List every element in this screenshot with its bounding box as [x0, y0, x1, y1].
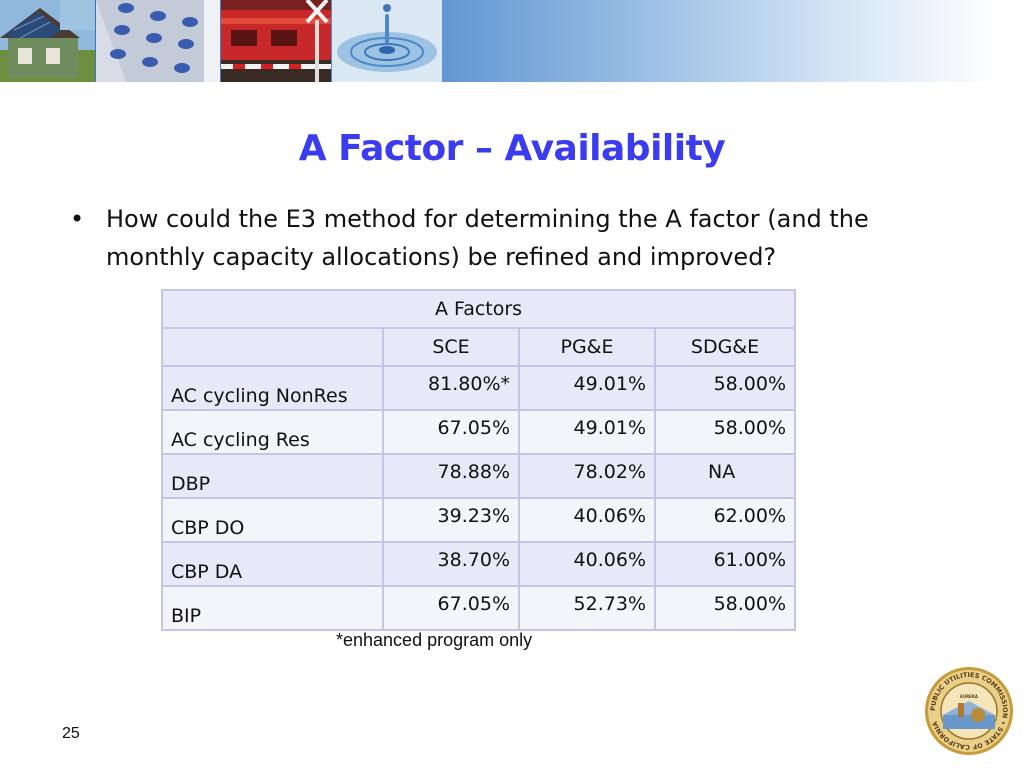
cell-value: 67.05% [382, 409, 520, 455]
bullet-text: How could the E3 method for determining … [106, 205, 869, 271]
cell-value: 49.01% [518, 365, 656, 411]
train-crossing-photo [221, 0, 331, 82]
table-row: CBP DA 38.70% 40.06% 61.00% [161, 541, 797, 587]
table-caption-row: A Factors [160, 289, 797, 329]
page-number: 25 [62, 725, 80, 742]
slide-title: A Factor – Availability [298, 128, 726, 169]
cell-value: 40.06% [518, 541, 656, 587]
cell-value: 38.70% [382, 541, 520, 587]
row-label: AC cycling NonRes [161, 365, 384, 411]
column-header-pge: PG&E [518, 327, 656, 367]
cell-value: 78.88% [382, 453, 520, 499]
table-header-row: SCE PG&E SDG&E [161, 327, 797, 367]
cell-value: 58.00% [653, 409, 797, 455]
column-header-sce: SCE [382, 327, 520, 367]
table-row: AC cycling Res 67.05% 49.01% 58.00% [161, 409, 797, 455]
cell-value: 62.00% [653, 497, 797, 543]
cell-value: 40.06% [518, 497, 656, 543]
cell-value: 81.80%* [382, 365, 520, 411]
a-factors-table: A Factors SCE PG&E SDG&E AC cycling NonR… [160, 289, 797, 631]
column-header [161, 327, 384, 367]
water-drop-photo [332, 0, 442, 82]
row-label: CBP DO [161, 497, 384, 543]
cpuc-seal-icon: PUBLIC UTILITIES COMMISSION • STATE OF C… [924, 665, 1014, 757]
table-row: DBP 78.88% 78.02% NA [161, 453, 797, 499]
bullet-dot-icon: • [70, 205, 85, 233]
row-label: DBP [161, 453, 384, 499]
row-label: AC cycling Res [161, 409, 384, 455]
phone-keypad-photo [96, 0, 220, 82]
row-label: CBP DA [161, 541, 384, 587]
cell-value: 52.73% [518, 585, 656, 631]
table-row: CBP DO 39.23% 40.06% 62.00% [161, 497, 797, 543]
cell-value: 61.00% [653, 541, 797, 587]
table-row: AC cycling NonRes 81.80%* 49.01% 58.00% [161, 365, 797, 411]
header-banner [0, 0, 1024, 82]
cell-value: 58.00% [653, 365, 797, 411]
table-row: BIP 67.05% 52.73% 58.00% [161, 585, 797, 631]
cell-value: 78.02% [518, 453, 656, 499]
row-label: BIP [161, 585, 384, 631]
table-footnote: *enhanced program only [336, 630, 533, 650]
table-caption: A Factors [160, 289, 797, 329]
cell-value: NA [653, 453, 797, 499]
cell-value: 39.23% [382, 497, 520, 543]
cell-value: 58.00% [653, 585, 797, 631]
seal-motto: EUREKA [960, 694, 979, 699]
column-header-sdge: SDG&E [653, 327, 797, 367]
cell-value: 49.01% [518, 409, 656, 455]
house-solar-photo [0, 0, 95, 82]
cell-value: 67.05% [382, 585, 520, 631]
